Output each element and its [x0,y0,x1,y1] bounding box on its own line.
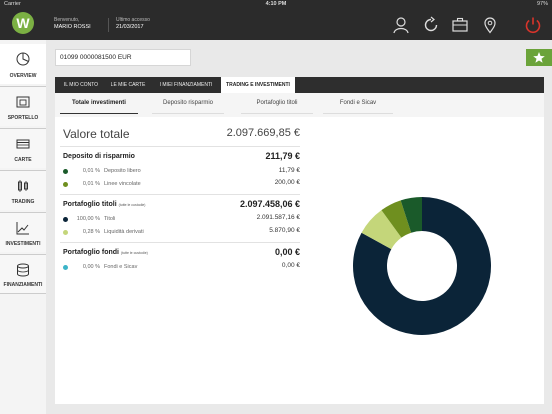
tab-le-mie-carte[interactable]: LE MIE CARTE [110,82,146,88]
subtab-deposito-risparmio[interactable]: Deposito risparmio [152,100,224,114]
power-icon[interactable] [524,16,542,34]
row-value: 5.870,90 € [269,227,300,234]
sub-tabs: Totale investimenti Deposito risparmio P… [55,93,544,117]
row-label: Titoli [104,216,116,222]
legend-dot-linee-vincolate [63,182,68,187]
account-selector[interactable]: 01099 0000081500 EUR [55,49,191,66]
favorite-button[interactable] [526,49,552,66]
brand-logo[interactable]: W [12,12,34,34]
sidebar-item-label: TRADING [11,199,35,205]
donut-slice-titoli[interactable] [353,197,491,335]
subtab-portafoglio-titoli[interactable]: Portafoglio titoli [241,100,313,114]
legend-dot-titoli [63,217,68,222]
sidebar-item-sportello[interactable]: SPORTELLO [0,86,46,126]
row-label: Fondi e Sicav [104,264,138,270]
divider [60,194,300,195]
section-value-deposito: 211,79 € [265,151,300,161]
total-value-amount: 2.097.669,85 € [226,127,300,139]
section-title-fondi: Portafoglio fondi (tutte le custodie) [63,249,148,256]
user-icon[interactable] [392,16,410,34]
welcome-block: Benvenuto, MARIO ROSSI [54,17,91,31]
sidebar-item-label: CARTE [14,157,32,163]
donut-slice-deposito-libero[interactable] [400,197,422,233]
last-access-block: Ultimo accesso 21/03/2017 [116,17,150,31]
card-icon [16,139,30,149]
coins-icon [17,263,29,277]
sidebar: OVERVIEW SPORTELLO CARTE TRADING INVESTI… [0,40,46,414]
row-pct: 0,01 % [82,168,100,174]
total-value-label: Valore totale [63,127,130,141]
content-panel: IL MIO CONTO LE MIE CARTE I MIEI FINANZI… [55,77,544,404]
legend-dot-deposito-libero [63,169,68,174]
row-label: Deposito libero [104,168,141,174]
header-divider [108,18,109,32]
donut-slice-linee-vincolate[interactable] [381,200,412,238]
section-value-titoli: 2.097.458,06 € [239,199,300,209]
location-icon[interactable] [481,16,499,34]
sidebar-item-label: INVESTIMENTI [5,241,41,247]
pie-icon [16,52,30,66]
subtab-totale-investimenti[interactable]: Totale investimenti [60,100,138,114]
user-name: MARIO ROSSI [54,24,91,30]
sidebar-item-trading[interactable]: TRADING [0,170,46,210]
main-tabs: IL MIO CONTO LE MIE CARTE I MIEI FINANZI… [55,77,544,93]
row-pct: 0,01 % [82,181,100,187]
sidebar-item-label: FINANZIAMENTI [3,282,43,288]
row-pct: 0,00 % [82,264,100,270]
sidebar-item-investimenti[interactable]: INVESTIMENTI [0,212,46,252]
briefcase-icon[interactable] [451,16,469,34]
section-value-fondi: 0,00 € [274,247,300,257]
welcome-label: Benvenuto, [54,17,80,23]
star-icon [533,52,545,63]
row-value: 200,00 € [274,179,300,186]
row-value: 2.091.587,16 € [256,214,300,221]
trading-icon [18,180,28,192]
section-title-titoli: Portafoglio titoli (tutte le custodie) [63,201,146,208]
section-title-deposito: Deposito di risparmio [63,153,135,160]
sidebar-item-carte[interactable]: CARTE [0,128,46,168]
carrier-label: Carrier [4,1,21,7]
app-header: W Benvenuto, MARIO ROSSI Ultimo accesso … [0,8,552,40]
last-access-date: 21/03/2017 [116,24,144,30]
allocation-donut-chart [353,197,491,335]
sidebar-item-label: OVERVIEW [9,73,37,79]
clock: 4:10 PM [265,1,287,7]
battery-level: 97% [536,1,548,7]
donut-slice-liquidit-derivati[interactable] [361,210,402,250]
row-pct: 100,00 % [76,216,100,222]
legend-dot-fondi [63,265,68,270]
tab-trading-e-investimenti[interactable]: TRADING E INVESTIMENTI [221,77,295,93]
legend-dot-liquidita [63,230,68,235]
row-value: 11,79 € [278,167,300,174]
row-pct: 0,28 % [82,229,100,235]
sidebar-item-finanziamenti[interactable]: FINANZIAMENTI [0,254,46,294]
row-label: Linee vincolate [104,181,141,187]
tab-i-miei-finanziamenti[interactable]: I MIEI FINANZIAMENTI [159,82,213,88]
last-access-label: Ultimo accesso [116,17,150,23]
chart-icon [16,222,29,235]
counter-icon [16,96,30,108]
refresh-icon[interactable] [422,16,440,34]
divider [60,146,300,147]
subtab-fondi-e-sicav[interactable]: Fondi e Sicav [323,100,393,114]
status-bar: Carrier 4:10 PM 97% [0,0,552,8]
row-label: Liquidità derivati [104,229,144,235]
sidebar-item-label: SPORTELLO [7,115,39,121]
sidebar-item-overview[interactable]: OVERVIEW [0,44,46,84]
tab-il-mio-conto[interactable]: IL MIO CONTO [63,82,99,88]
row-value: 0,00 € [281,262,300,269]
divider [60,242,300,243]
